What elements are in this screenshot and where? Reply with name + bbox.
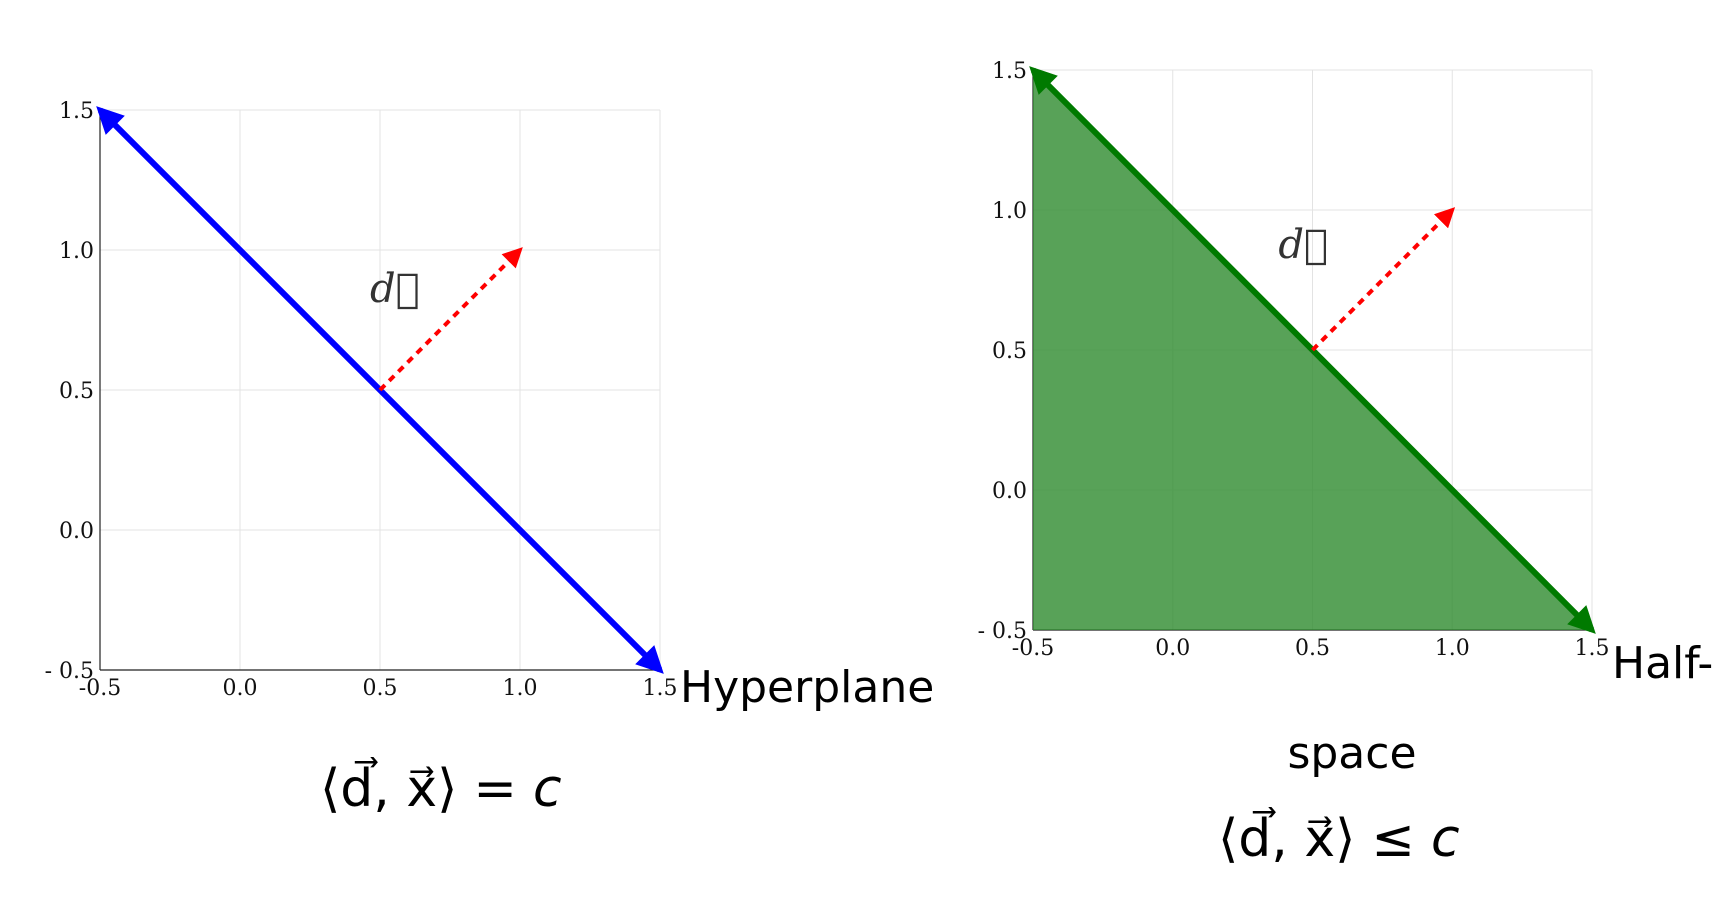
- y-tick-label: 1.0: [59, 239, 94, 264]
- halfspace-plot: -0.5 0.0 0.5 1.0 1.5 - 0.5 0.0 0.5 1.0 1.5 d⃗: [978, 59, 1610, 661]
- x-tick-label: 1.5: [1575, 636, 1610, 661]
- x-tick-label: -0.5: [1012, 636, 1054, 661]
- normal-vector-d: [378, 247, 523, 392]
- x-tick-labels: -0.5 0.0 0.5 1.0 1.5: [1012, 636, 1610, 661]
- y-tick-label: 1.0: [992, 199, 1027, 224]
- x-tick-label: 0.5: [1295, 636, 1330, 661]
- x-tick-label: 0.0: [223, 676, 258, 701]
- x-tick-label: 1.0: [1435, 636, 1470, 661]
- y-tick-label: - 0.5: [45, 659, 94, 684]
- x-tick-labels: -0.5 0.0 0.5 1.0 1.5: [79, 676, 678, 701]
- x-tick-label: -0.5: [79, 676, 121, 701]
- y-tick-label: 0.0: [59, 519, 94, 544]
- x-tick-label: 0.0: [1155, 636, 1190, 661]
- formula-rhs: c: [1431, 809, 1460, 869]
- formula-lhs: ⟨d⃗, x⃗⟩: [1218, 807, 1355, 869]
- hyperplane-caption: Hyperplane: [680, 662, 934, 713]
- halfspace-caption-line1: Half-: [1612, 638, 1713, 689]
- y-tick-label: 1.5: [992, 59, 1027, 84]
- y-tick-label: - 0.5: [978, 619, 1027, 644]
- plot-marks: [96, 106, 664, 674]
- formula-operator: ≤: [1371, 809, 1415, 869]
- formula-operator: =: [473, 759, 517, 819]
- y-tick-label: 0.5: [59, 379, 94, 404]
- x-tick-label: 0.5: [363, 676, 398, 701]
- y-tick-label: 0.5: [992, 339, 1027, 364]
- vector-d-label: d⃗: [1278, 222, 1328, 268]
- normal-vector-d: [1311, 207, 1456, 352]
- y-tick-labels: - 0.5 0.0 0.5 1.0 1.5: [45, 99, 94, 684]
- formula-rhs: c: [533, 759, 562, 819]
- plot-marks: [1029, 66, 1596, 634]
- vector-d-label: d⃗: [370, 266, 420, 312]
- halfspace-caption-line2: space: [1287, 728, 1416, 779]
- x-tick-label: 1.0: [503, 676, 538, 701]
- y-tick-labels: - 0.5 0.0 0.5 1.0 1.5: [978, 59, 1027, 644]
- formula-lhs: ⟨d⃗, x⃗⟩: [320, 757, 457, 819]
- y-tick-label: 1.5: [59, 99, 94, 124]
- hyperplane-formula: ⟨d⃗, x⃗⟩ = c: [320, 757, 562, 819]
- x-tick-label: 1.5: [643, 676, 678, 701]
- hyperplane-plot: -0.5 0.0 0.5 1.0 1.5 - 0.5 0.0 0.5 1.0 1.5 d⃗: [45, 99, 678, 701]
- y-tick-label: 0.0: [992, 479, 1027, 504]
- halfspace-formula: ⟨d⃗, x⃗⟩ ≤ c: [1218, 807, 1460, 869]
